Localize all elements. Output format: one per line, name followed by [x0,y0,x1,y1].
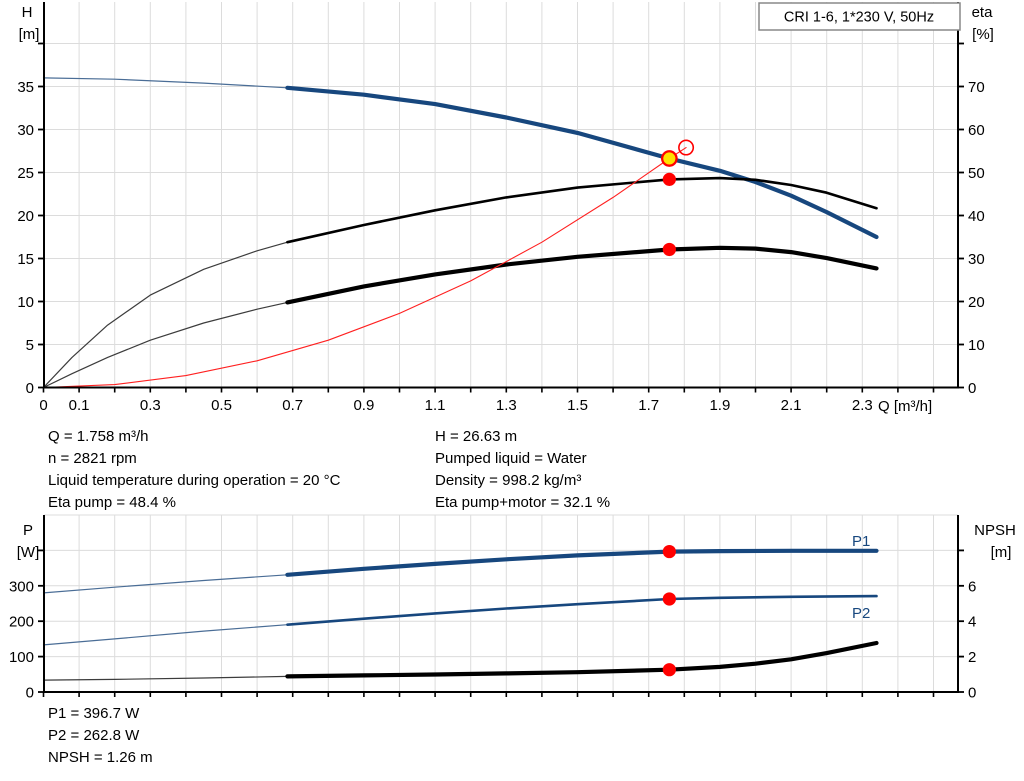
right-tick-label: 50 [968,165,985,182]
eta-axis-unit: [%] [972,26,994,43]
info-line-q: Q = 1.758 m³/h [48,428,149,445]
x-tick-label: 0.9 [353,397,374,414]
info-line-eta-pump-motor: Eta pump+motor = 32.1 % [435,494,611,511]
npsh-axis-name: NPSH [974,522,1016,539]
right-tick-label: 0 [968,380,976,397]
x-tick-label: 2.3 [852,397,873,414]
info-line-n: n = 2821 rpm [48,450,137,467]
left-tick-label: 35 [17,79,34,96]
info-line-liquid-temp: Liquid temperature during operation = 20… [48,472,341,489]
p2-curve-min-flow [42,624,288,646]
x-tick-label: 0 [39,397,47,414]
left-tick-label: 30 [17,122,34,139]
left-tick-label: 25 [17,165,34,182]
p1-curve-min-flow [42,574,288,594]
h-axis-name: H [22,4,33,21]
right-tick-label: 6 [968,578,976,595]
p2-point-marker [662,592,676,606]
info-line-npsh: NPSH = 1.26 m [48,749,153,766]
right-tick-label: 70 [968,79,985,96]
npsh-curve-min-flow [42,675,288,681]
power-info: P1 = 396.7 W P2 = 262.8 W NPSH = 1.26 m [48,703,153,769]
left-tick-label: 20 [17,208,34,225]
left-tick-label: 0 [26,685,34,702]
eta-pump-point-marker [662,172,676,186]
p1-curve [285,548,879,577]
duty-info-right: H = 26.63 m Pumped liquid = Water Densit… [435,426,610,514]
power-npsh-plot: 0 100 200 300 0 2 4 6 [9,514,976,702]
eta-pump-motor-point-marker [662,242,676,257]
x-tick-label: 0.7 [282,397,303,414]
left-tick-label: 100 [9,649,34,666]
info-line-p2: P2 = 262.8 W [48,727,140,744]
right-tick-label: 30 [968,251,985,268]
x-tick-label: 0.5 [211,397,232,414]
x-tick-label: 1.5 [567,397,588,414]
npsh-point-marker [662,663,676,677]
info-line-h: H = 26.63 m [435,428,518,445]
chart-title-box: CRI 1-6, 1*230 V, 50Hz [758,2,961,31]
right-tick-label: 4 [968,614,976,631]
npsh-curve [285,640,879,679]
qh-eta-plot: 0 0.1 0.3 0.5 0.7 0.9 1.1 1.3 1.5 1.7 1.9 2.1 2.3 0 5 1… [17,2,985,414]
x-tick-label: 2.1 [781,397,802,414]
title-box-frame [758,2,961,31]
left-tick-label: 200 [9,614,34,631]
x-tick-label: 1.3 [496,397,517,414]
system-curve [42,147,687,389]
p2-series-label: P2 [852,605,870,622]
p2-curve [286,594,878,627]
x-tick-label: 1.9 [709,397,730,414]
p-axis-unit: [W] [17,544,40,561]
p-axis-name: P [23,522,33,539]
right-tick-label: 40 [968,208,985,225]
info-line-p1: P1 = 396.7 W [48,705,140,722]
eta-pump-min-flow [42,241,288,389]
eta-pump-motor-min-flow [42,301,288,389]
p1-series-label: P1 [852,533,870,550]
x-tick-label: 1.1 [425,397,446,414]
left-tick-label: 300 [9,578,34,595]
q-axis-unit: Q [m³/h] [878,398,932,415]
info-line-density: Density = 998.2 kg/m³ [435,472,582,489]
left-tick-label: 15 [17,251,34,268]
x-tick-label: 0.1 [69,397,90,414]
right-tick-label: 10 [968,337,985,354]
eta-axis-name: eta [972,4,994,21]
info-line-pumped-liquid: Pumped liquid = Water [435,450,587,467]
left-tick-label: 5 [26,337,34,354]
info-line-eta-pump: Eta pump = 48.4 % [48,494,176,511]
chart-title: CRI 1-6, 1*230 V, 50Hz [784,10,934,26]
duty-point-marker[interactable] [660,150,678,167]
requested-duty-point-marker [678,139,695,156]
left-tick-label: 10 [17,294,34,311]
right-tick-label: 0 [968,685,976,702]
eta-pump-motor-curve [285,245,879,305]
right-tick-label: 20 [968,294,985,311]
npsh-axis-unit: [m] [991,544,1012,561]
eta-pump-curve [286,176,878,244]
right-tick-label: 60 [968,122,985,139]
x-tick-label: 1.7 [638,397,659,414]
duty-info-left: Q = 1.758 m³/h n = 2821 rpm Liquid tempe… [48,426,340,514]
p1-point-marker [662,544,676,559]
qh-curve-min-flow [42,77,288,89]
left-tick-label: 0 [26,380,34,397]
right-tick-label: 2 [968,649,976,666]
qh-curve [285,85,879,240]
h-axis-unit: [m] [19,26,40,43]
x-tick-label: 0.3 [140,397,161,414]
